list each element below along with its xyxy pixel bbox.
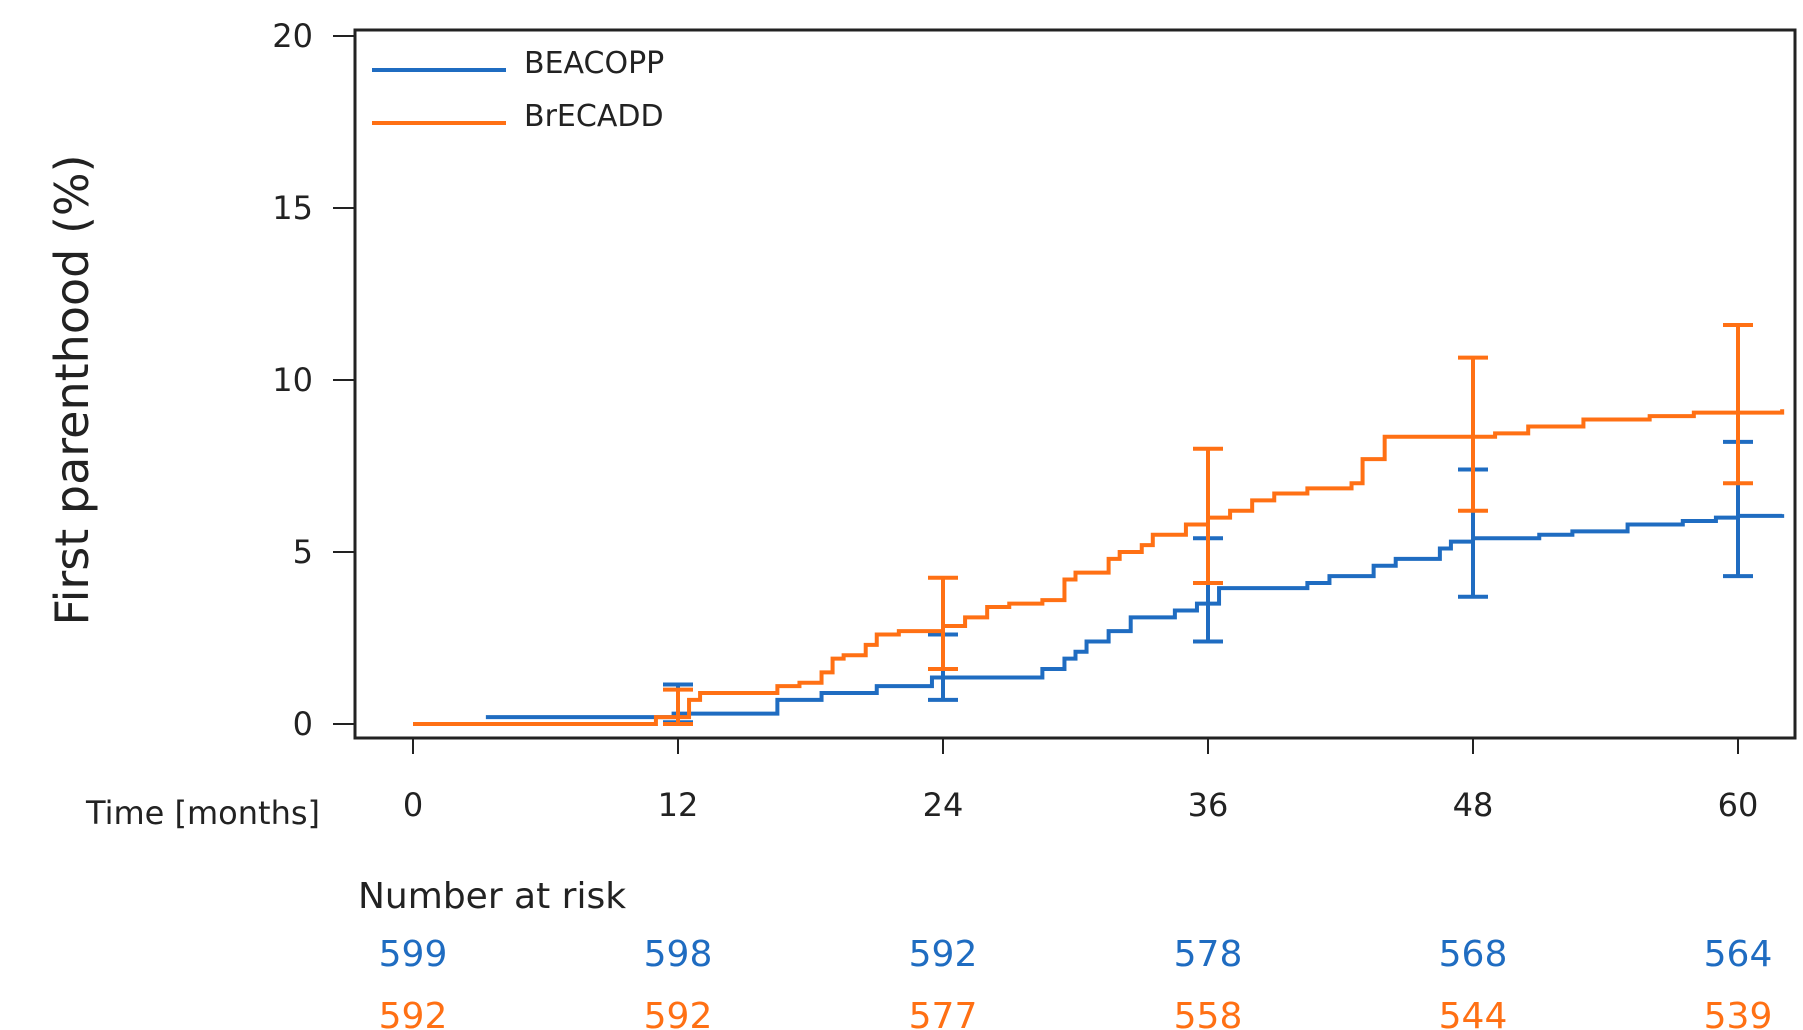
- x-tick-label: 36: [1188, 786, 1229, 824]
- risk-count-beacopp: 568: [1439, 934, 1508, 975]
- series-line-beacopp: [485, 513, 1785, 720]
- x-tick-label: 0: [403, 786, 423, 824]
- legend-label-brecadd: BrECADD: [524, 99, 664, 134]
- ci-bar-brecadd: [1458, 355, 1488, 513]
- ci-bar-brecadd: [928, 575, 958, 671]
- x-tick-label: 48: [1453, 786, 1494, 824]
- risk-count-brecadd: 592: [379, 996, 448, 1030]
- y-axis-title-group: First parenthood (%): [45, 154, 99, 625]
- ci-bar-brecadd: [1723, 322, 1753, 486]
- risk-count-brecadd: 539: [1704, 996, 1773, 1030]
- y-tick-label: 20: [272, 17, 313, 55]
- x-axis-title: Time [months]: [85, 794, 320, 832]
- risk-count-beacopp: 564: [1704, 934, 1773, 975]
- y-tick-label: 5: [293, 533, 313, 571]
- x-tick-label: 60: [1718, 786, 1759, 824]
- risk-count-beacopp: 592: [909, 934, 978, 975]
- risk-count-brecadd: 544: [1439, 996, 1508, 1030]
- y-tick-label: 0: [293, 705, 313, 743]
- risk-count-beacopp: 599: [379, 934, 448, 975]
- y-axis-title: First parenthood (%): [45, 154, 99, 625]
- risk-count-brecadd: 592: [644, 996, 713, 1030]
- ci-bar-brecadd: [663, 687, 693, 726]
- series-line-brecadd: [413, 409, 1785, 726]
- risk-count-brecadd: 558: [1174, 996, 1243, 1030]
- risk-count-beacopp: 578: [1174, 934, 1243, 975]
- axes-layer: 0 5 10 15 20 0 12 24 36 48 60: [272, 17, 1797, 824]
- risk-count-brecadd: 577: [909, 996, 978, 1030]
- plot-frame: [353, 28, 1797, 740]
- legend: BEACOPP BrECADD: [372, 46, 664, 134]
- ci-bar-brecadd: [1193, 446, 1223, 585]
- legend-label-beacopp: BEACOPP: [524, 46, 664, 81]
- number-at-risk-title: Number at risk: [358, 876, 626, 917]
- x-tick-label: 12: [658, 786, 699, 824]
- y-tick-label: 15: [272, 189, 313, 227]
- number-at-risk-table: 599 598 592 578 568 564 592 592 577 558 544 539: [379, 934, 1773, 1030]
- series-layer: [413, 322, 1785, 726]
- y-tick-label: 10: [272, 361, 313, 399]
- risk-count-beacopp: 598: [644, 934, 713, 975]
- x-tick-label: 24: [923, 786, 964, 824]
